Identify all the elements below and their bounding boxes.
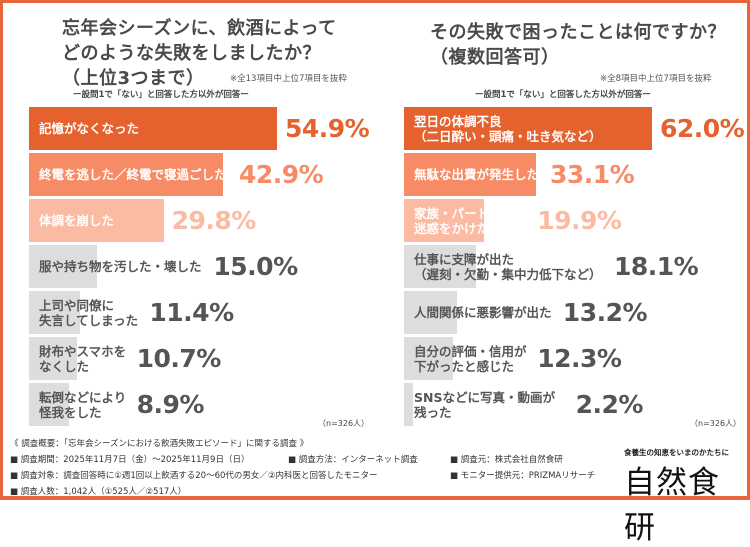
bar-label: 上司や同僚に 失言してしまった xyxy=(39,297,139,328)
bar-label: 体調を崩した xyxy=(39,213,115,228)
value-label: 12.3% xyxy=(537,344,622,373)
value-label: 11.4% xyxy=(149,298,234,327)
bar-label: 記憶がなくなった xyxy=(39,121,140,136)
left-chart-title: 忘年会シーズンに、飲酒によって どのような失敗をしましたか？ （上位3つまで） xyxy=(62,18,337,89)
bar-label: 仕事に支障が出た （遅刻・欠勤・集中力低下など） xyxy=(414,251,602,282)
right-subtitle: ー設問1で「ない」と回答した方以外が回答ー xyxy=(475,90,651,100)
left-note: ※全13項目中上位7項目を抜粋 xyxy=(230,74,347,84)
bar-label: 終電を逃した／終電で寝過ごした xyxy=(39,167,227,182)
value-label: 8.9% xyxy=(136,390,205,419)
value-label: 15.0% xyxy=(213,252,298,281)
bar xyxy=(29,337,78,380)
right-n: （n=326人） xyxy=(690,419,742,428)
logo: 自然食研 xyxy=(624,465,720,546)
bar-label: 転倒などにより 怪我をした xyxy=(39,389,127,420)
bar xyxy=(404,291,457,334)
value-label: 29.8% xyxy=(171,206,257,235)
footer-heading: 《 調査概要：「忘年会シーズンにおける飲酒失敗エピソード」に関する調査 》 xyxy=(10,439,309,449)
right-note: ※全8項目中上位7項目を抜粋 xyxy=(600,74,712,84)
value-label: 54.9% xyxy=(285,114,370,143)
value-label: 13.2% xyxy=(562,298,648,327)
bar xyxy=(404,199,484,242)
bar-label: 服や持ち物を汚した・壊した xyxy=(39,259,202,274)
frame xyxy=(0,0,750,500)
left-n: （n=326人） xyxy=(318,419,370,428)
bar xyxy=(404,153,537,196)
right-chart-title: その失敗で困ったことは何ですか？ （複数回答可） xyxy=(430,22,726,68)
bar xyxy=(404,383,413,426)
bar xyxy=(29,245,97,288)
bar-label: 自分の評価・信用が 下がったと感じた xyxy=(414,343,527,374)
footer-method: ■ 調査方法：インターネット調査 xyxy=(288,455,418,465)
footer-period: ■ 調査期間：2025年11月7日（金）～2025年11月9日（日） xyxy=(10,455,250,465)
bar xyxy=(29,107,277,150)
value-label: 19.9% xyxy=(537,206,622,235)
bar-label: 財布やスマホを なくした xyxy=(39,343,127,374)
value-label: 2.2% xyxy=(575,390,644,419)
bar xyxy=(404,107,652,150)
value-label: 18.1% xyxy=(614,252,699,281)
bar-label: 人間関係に悪影響が出た xyxy=(414,305,552,320)
bar xyxy=(29,291,81,334)
bar-label: 翌日の体調不良 （二日酔い・頭痛・吐き気など） xyxy=(414,113,602,144)
footer-source: ■ 調査元：株式会社自然食研 xyxy=(450,455,563,465)
footer-provider: ■ モニター提供元：PRIZMAリサーチ xyxy=(450,471,596,481)
bar-label: 家族・パートナーに 迷惑をかけた xyxy=(414,205,527,236)
footer-target: ■ 調査対象：調査回答時に①週1回以上飲酒する20～60代の男女／②内科医と回答… xyxy=(10,471,378,481)
bar xyxy=(29,199,164,242)
left-subtitle: ー設問1で「ない」と回答した方以外が回答ー xyxy=(73,90,249,100)
bar xyxy=(404,337,454,380)
value-label: 42.9% xyxy=(239,160,324,189)
value-label: 10.7% xyxy=(136,344,222,373)
footer-count: ■ 調査人数：1,042人（①525人／②517人） xyxy=(10,487,187,497)
bar-label: 無駄な出費が発生した xyxy=(414,167,540,182)
bar xyxy=(29,383,70,426)
bar-label: SNSなどに写真・動画が 残った xyxy=(414,389,555,420)
logo-tagline: 食養生の知恵をいまのかたちに xyxy=(624,448,729,457)
bar xyxy=(404,245,477,288)
value-label: 33.1% xyxy=(550,160,635,189)
bar xyxy=(29,153,223,196)
value-label: 62.0% xyxy=(660,114,745,143)
